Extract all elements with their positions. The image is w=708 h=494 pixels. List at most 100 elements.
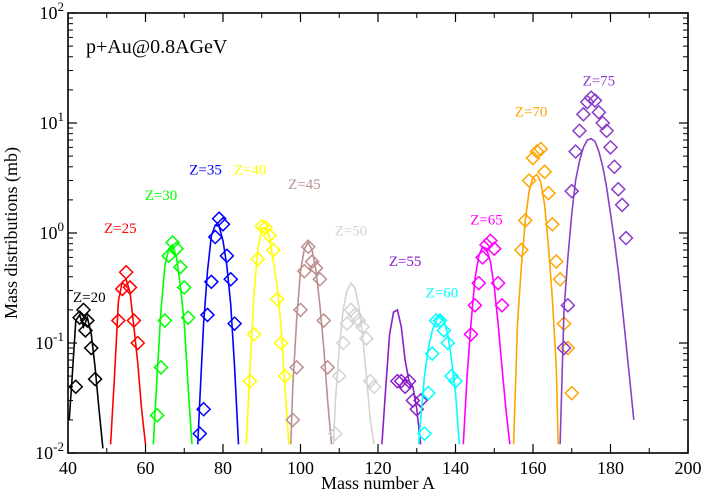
data-point <box>149 407 165 423</box>
series-line <box>197 224 240 445</box>
data-point <box>157 312 173 329</box>
data-point <box>246 326 262 342</box>
data-point <box>564 385 580 401</box>
data-point <box>475 249 491 265</box>
x-tick-label: 80 <box>214 458 232 478</box>
x-tick-label: 120 <box>365 458 392 478</box>
series-line <box>332 281 375 445</box>
data-point <box>77 322 93 339</box>
data-point <box>579 94 595 110</box>
x-tick-label: 160 <box>520 458 547 478</box>
series-label: Z=25 <box>104 221 137 237</box>
data-point <box>354 319 371 335</box>
data-point <box>401 373 417 389</box>
data-point <box>219 248 235 264</box>
data-point <box>413 392 429 409</box>
data-point <box>494 297 510 313</box>
data-point <box>533 141 549 157</box>
data-point <box>126 312 142 329</box>
data-point <box>397 379 413 395</box>
data-point <box>614 197 630 213</box>
series-z-50: Z=50 <box>327 223 382 445</box>
data-point <box>285 412 301 428</box>
data-point <box>180 310 196 326</box>
data-point <box>552 271 568 287</box>
data-point <box>304 253 320 270</box>
data-point <box>254 218 270 234</box>
series-z-20: Z=20 <box>68 290 106 449</box>
series-z-25: Z=25 <box>104 221 147 445</box>
data-point <box>199 307 216 323</box>
data-point <box>215 216 231 232</box>
series-line <box>109 277 147 445</box>
data-point <box>444 368 460 384</box>
series-label: Z=65 <box>470 212 503 228</box>
series-layer: Z=20 Z=25 Z=30 Z=35 Z=40 Z=45 Z=50 Z=55Z=60 Z=65… <box>68 73 635 449</box>
data-point <box>575 106 591 122</box>
data-point <box>602 139 619 155</box>
data-point <box>292 302 309 318</box>
series-line <box>381 308 422 445</box>
data-point <box>168 241 185 257</box>
series-line <box>462 245 511 445</box>
data-point <box>130 335 146 351</box>
series-label: Z=75 <box>583 73 616 89</box>
data-point <box>548 253 564 270</box>
data-point <box>75 302 92 318</box>
series-z-65: Z=65 <box>462 212 511 445</box>
data-point <box>482 233 498 249</box>
data-point <box>192 426 208 442</box>
data-point <box>118 264 134 280</box>
data-point <box>110 312 126 329</box>
data-point <box>327 426 343 442</box>
data-point <box>366 379 382 395</box>
series-label: Z=35 <box>189 163 222 179</box>
series-z-35: Z=35 <box>189 163 243 445</box>
data-point <box>300 239 316 255</box>
series-line <box>512 173 559 445</box>
x-axis-label: Mass number A <box>321 473 435 493</box>
data-point <box>587 92 603 109</box>
data-point <box>595 115 611 131</box>
x-tick-label: 40 <box>59 458 77 478</box>
x-tick-label: 140 <box>442 458 469 478</box>
data-point <box>289 359 305 375</box>
data-point <box>517 212 533 229</box>
x-tick-label: 200 <box>675 458 702 478</box>
data-point <box>347 307 363 323</box>
data-point <box>610 181 626 197</box>
data-point <box>339 316 355 332</box>
data-point <box>203 274 219 290</box>
data-point <box>312 271 328 287</box>
data-point <box>320 359 336 375</box>
data-point <box>490 275 506 291</box>
series-z-75: Z=75 <box>556 73 635 445</box>
data-point <box>265 242 281 258</box>
y-axis-label: Mass distributions (mb) <box>1 147 22 319</box>
data-point <box>83 340 99 356</box>
data-point <box>537 164 553 180</box>
y-tick-label: 101 <box>40 109 65 133</box>
data-point <box>471 275 487 291</box>
data-point <box>525 150 541 166</box>
data-point <box>207 229 223 245</box>
series-z-70: Z=70 <box>512 104 580 445</box>
data-point <box>362 373 378 389</box>
series-line <box>559 137 635 445</box>
x-tick-label: 100 <box>287 458 314 478</box>
annotation: p+Au@0.8AGeV <box>86 36 228 58</box>
data-point <box>436 322 452 339</box>
data-point <box>165 234 181 251</box>
data-point <box>87 371 103 387</box>
series-z-55: Z=55 <box>381 254 429 445</box>
series-label: Z=40 <box>234 163 267 179</box>
data-point <box>420 385 436 401</box>
data-point <box>258 220 274 236</box>
series-z-60: Z=60 <box>416 285 464 445</box>
data-point <box>176 279 192 295</box>
data-point <box>521 172 537 189</box>
data-point <box>405 392 421 409</box>
series-line <box>152 243 193 445</box>
data-point <box>599 123 615 139</box>
